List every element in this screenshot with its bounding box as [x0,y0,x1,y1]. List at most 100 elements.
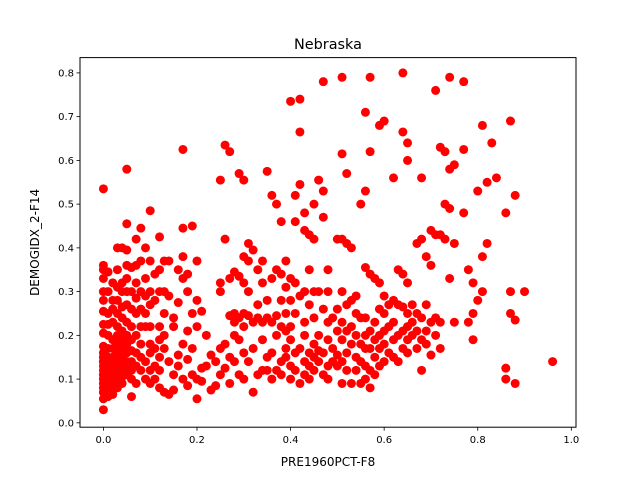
data-point [257,335,267,345]
data-point [122,164,132,174]
data-point [314,330,324,340]
data-point [159,308,169,318]
data-point [159,330,169,340]
data-point [403,278,413,288]
data-point [379,357,389,367]
data-point [169,385,179,395]
data-point [239,322,249,332]
data-point [295,94,305,104]
data-point [178,223,188,233]
data-point [290,278,300,288]
data-point [417,365,427,375]
data-point [267,317,277,327]
data-point [295,343,305,353]
data-point [370,317,380,327]
data-point [178,144,188,154]
data-point [431,330,441,340]
data-point [141,243,151,253]
data-point [164,256,174,266]
data-point [290,365,300,375]
data-point [300,330,310,340]
data-point [131,278,141,288]
data-point [136,339,146,349]
data-point [505,116,515,126]
data-point [318,212,328,222]
y-tick-label: 0.6 [58,156,74,167]
data-point [337,72,347,82]
data-point [243,357,253,367]
data-point [234,335,244,345]
x-tick-label: 0.8 [470,435,486,446]
data-point [389,317,399,327]
data-point [468,278,478,288]
data-point [150,295,160,305]
data-point [243,256,253,266]
data-point [309,365,319,375]
data-point [304,374,314,384]
x-tick-label: 0.6 [376,435,392,446]
data-point [262,166,272,176]
data-point [421,339,431,349]
data-point [220,140,230,150]
data-point [346,322,356,332]
data-point [421,300,431,310]
data-point [141,357,151,367]
data-point [178,339,188,349]
data-point [234,169,244,179]
data-point [276,217,286,227]
data-point [229,357,239,367]
data-point [262,295,272,305]
data-point [173,350,183,360]
data-point [360,107,370,117]
data-point [183,326,193,336]
data-point [248,343,258,353]
data-point [323,374,333,384]
data-point [318,186,328,196]
data-point [459,77,469,87]
data-point [351,330,361,340]
data-point [337,149,347,159]
data-point [155,232,165,242]
data-point [318,348,328,358]
data-point [281,256,291,266]
chart-title: Nebraska [294,37,362,53]
data-point [183,269,193,279]
data-point [98,184,108,194]
data-point [173,265,183,275]
data-point [150,343,160,353]
data-point [342,365,352,375]
data-point [126,392,136,402]
data-point [370,370,380,380]
data-point [267,348,277,358]
data-point [122,219,132,229]
data-point [187,221,197,231]
data-point [468,308,478,318]
y-tick-label: 0.3 [58,287,74,298]
data-point [337,317,347,327]
data-point [155,365,165,375]
data-point [412,326,422,336]
data-point [328,313,338,323]
data-point [225,273,235,283]
data-point [510,315,520,325]
data-point [477,287,487,297]
data-point [192,394,202,404]
data-point [187,343,197,353]
data-point [304,300,314,310]
data-point [337,287,347,297]
data-point [365,147,375,157]
data-point [103,267,113,277]
data-point [459,144,469,154]
data-point [342,348,352,358]
data-point [360,374,370,384]
data-point [379,339,389,349]
data-point [337,357,347,367]
data-point [131,378,141,388]
data-point [155,352,165,362]
data-point [473,186,483,196]
data-point [323,287,333,297]
data-point [239,278,249,288]
x-tick-label: 1.0 [563,435,579,446]
data-point [220,363,230,373]
